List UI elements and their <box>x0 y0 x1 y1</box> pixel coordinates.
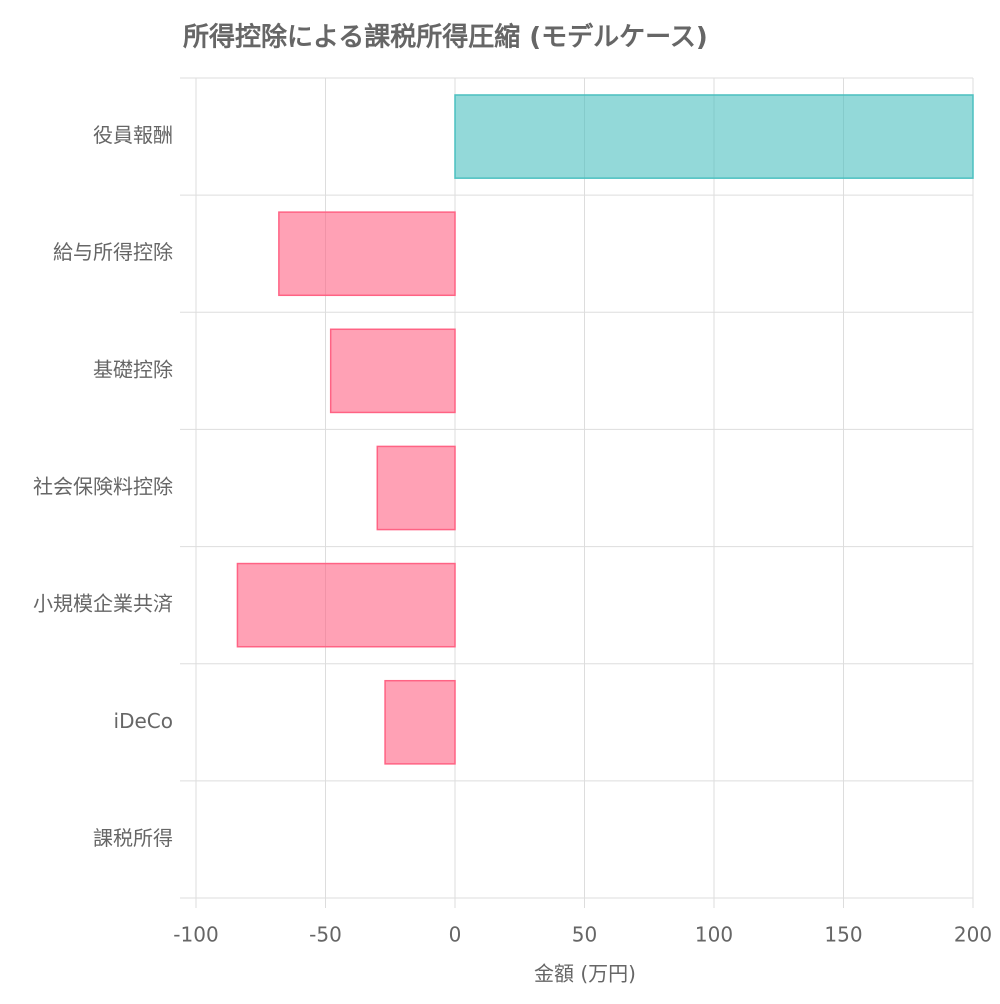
bar <box>384 679 456 765</box>
x-tick-label: 50 <box>572 923 597 947</box>
x-tick-label: 100 <box>695 923 733 947</box>
bar <box>278 211 456 297</box>
x-tick-label: 0 <box>449 923 462 947</box>
bar <box>454 94 974 179</box>
y-tick-label: 基礎控除 <box>93 357 173 381</box>
x-axis-title: 金額 (万円) <box>534 962 636 986</box>
x-tick-label: 150 <box>824 923 862 947</box>
y-tick-label: 社会保険料控除 <box>33 475 173 499</box>
y-tick-label: 役員報酬 <box>93 123 173 147</box>
y-tick-label: 課税所得 <box>93 826 173 850</box>
x-tick-label: -100 <box>173 923 218 947</box>
bar <box>236 562 456 648</box>
chart-title: 所得控除による課税所得圧縮 (モデルケース) <box>183 22 708 53</box>
y-tick-label: 小規模企業共済 <box>33 592 173 616</box>
x-tick-label: 200 <box>954 923 992 947</box>
x-tick-label: -50 <box>309 923 342 947</box>
bar <box>329 328 456 414</box>
bar <box>376 445 456 531</box>
y-tick-label: 給与所得控除 <box>53 240 173 264</box>
y-tick-label: iDeCo <box>114 709 173 733</box>
